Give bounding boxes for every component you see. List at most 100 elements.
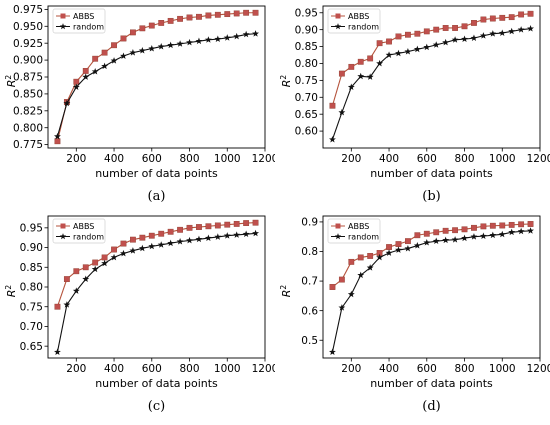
x-axis-title: number of data points — [95, 377, 218, 390]
y-tick-label: 0.8 — [301, 246, 318, 258]
x-tick-label: 800 — [454, 363, 474, 375]
point-abbs — [386, 38, 392, 45]
point-abbs — [405, 238, 411, 245]
point-random — [138, 47, 146, 54]
x-tick-label: 400 — [104, 153, 124, 165]
point-random — [195, 37, 203, 45]
x-tick-label: 800 — [179, 363, 199, 375]
point-abbs — [489, 15, 496, 22]
point-random — [442, 236, 450, 244]
point-abbs — [442, 227, 449, 234]
legend-label-abbs: ABBS — [348, 12, 369, 21]
point-random — [517, 227, 525, 235]
point-random — [138, 244, 146, 252]
series-line-random — [56, 33, 256, 137]
point-abbs — [130, 236, 136, 243]
y-tick-label: 0.775 — [13, 139, 43, 151]
point-random — [366, 73, 374, 80]
y-axis-title: R2 — [4, 285, 18, 298]
point-random — [347, 290, 355, 298]
panel-label: (d) — [422, 399, 440, 414]
point-random — [129, 49, 137, 56]
point-random — [489, 30, 497, 37]
point-random — [167, 41, 175, 49]
y-tick-label: 0.9 — [301, 217, 318, 229]
x-tick-label: 600 — [417, 363, 437, 375]
x-tick-label: 1000 — [214, 363, 241, 375]
point-abbs — [186, 224, 193, 231]
point-random — [101, 62, 109, 70]
point-random — [329, 348, 336, 355]
y-tick-label: 0.825 — [13, 105, 43, 117]
point-random — [82, 73, 90, 80]
point-random — [527, 25, 534, 32]
point-abbs — [508, 14, 515, 21]
point-abbs — [167, 17, 174, 24]
y-tick-label: 0.80 — [295, 58, 318, 70]
y-tick-label: 0.950 — [13, 21, 43, 33]
legend-label-random: random — [348, 232, 379, 241]
point-abbs — [357, 58, 364, 65]
point-random — [423, 239, 431, 246]
point-random — [508, 228, 516, 236]
plot-frame — [322, 5, 541, 149]
y-tick-label: 0.60 — [295, 126, 318, 138]
point-abbs — [508, 221, 515, 228]
point-random — [366, 264, 374, 271]
point-random — [167, 239, 175, 247]
x-axis-title: number of data points — [370, 377, 493, 390]
x-axis-title: number of data points — [95, 167, 218, 180]
point-abbs — [111, 42, 117, 49]
point-random — [195, 235, 203, 243]
y-tick-label: 0.85 — [20, 262, 43, 274]
x-tick-label: 1000 — [489, 363, 516, 375]
point-abbs — [139, 25, 146, 32]
point-abbs — [367, 253, 374, 259]
point-abbs — [233, 10, 240, 17]
y-tick-label: 0.90 — [20, 242, 43, 254]
point-abbs — [461, 226, 468, 233]
legend-marker-random — [59, 233, 67, 240]
point-random — [461, 234, 468, 242]
point-abbs — [367, 55, 374, 62]
point-abbs — [196, 224, 202, 230]
point-random — [376, 253, 384, 261]
point-random — [395, 246, 402, 253]
point-abbs — [167, 228, 174, 235]
x-axis-title: number of data points — [370, 167, 493, 180]
point-random — [63, 301, 71, 308]
point-abbs — [101, 49, 108, 56]
point-abbs — [329, 284, 336, 290]
point-abbs — [54, 303, 61, 310]
point-random — [404, 244, 412, 252]
x-tick-label: 200 — [66, 153, 86, 165]
point-abbs — [414, 30, 421, 37]
point-random — [72, 287, 80, 294]
legend-marker-abbs — [335, 13, 341, 19]
legend-label-random: random — [348, 22, 379, 31]
y-axis-title: R2 — [279, 285, 293, 298]
point-abbs — [423, 230, 430, 237]
series-line-abbs — [331, 13, 531, 106]
point-abbs — [395, 33, 402, 40]
x-tick-label: 400 — [104, 363, 124, 375]
point-abbs — [111, 246, 117, 253]
x-tick-label: 600 — [142, 153, 162, 165]
y-tick-label: 0.70 — [20, 321, 43, 333]
point-random — [214, 233, 222, 240]
point-abbs — [120, 35, 127, 42]
point-abbs — [148, 22, 155, 29]
point-random — [357, 271, 365, 279]
y-tick-label: 0.80 — [20, 282, 43, 294]
point-abbs — [186, 14, 193, 21]
y-tick-label: 0.875 — [13, 72, 43, 84]
point-random — [376, 59, 384, 67]
point-abbs — [92, 259, 99, 266]
point-random — [157, 241, 165, 248]
point-random — [329, 135, 336, 143]
point-abbs — [480, 16, 487, 23]
series-line-abbs — [56, 12, 256, 142]
series-line-random — [331, 230, 531, 353]
